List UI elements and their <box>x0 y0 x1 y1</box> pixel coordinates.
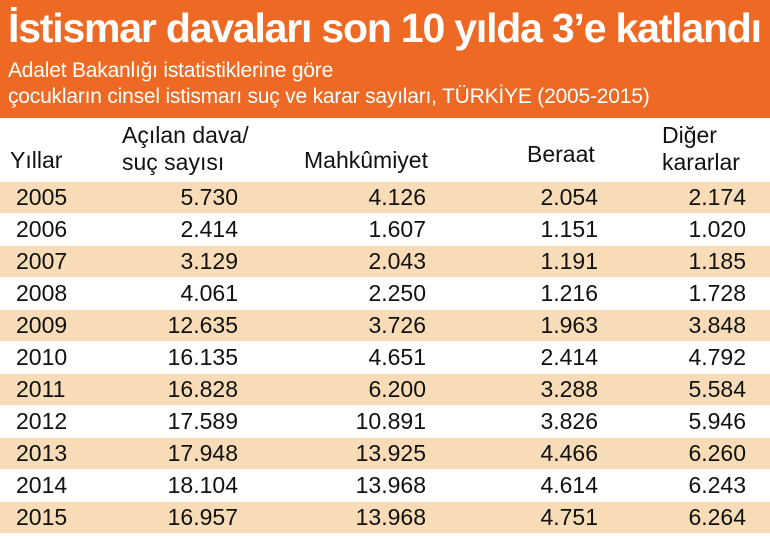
cell-acilan: 17.948 <box>167 440 238 466</box>
column-header-row: Yıllar Açılan dava/ suç sayısı Mahkûmiye… <box>0 118 770 182</box>
chart-subtitle-line-1: Adalet Bakanlığı istatistiklerine göre <box>8 59 334 82</box>
column-header-diger-line-1: Diğer <box>662 122 717 148</box>
column-header-diger-line-2: kararlar <box>662 149 740 175</box>
table-row: 2009 12.635 3.726 1.963 3.848 <box>0 310 770 341</box>
cell-mahkumiyet: 13.968 <box>355 472 426 498</box>
cell-year: 2008 <box>16 280 68 306</box>
table-row: 2005 5.730 4.126 2.054 2.174 <box>0 182 770 213</box>
cell-diger: 2.174 <box>688 184 746 210</box>
cell-mahkumiyet: 4.126 <box>368 184 426 210</box>
column-header-diger: Diğer kararlar <box>662 122 740 176</box>
cell-acilan: 4.061 <box>180 280 238 306</box>
cell-beraat: 1.151 <box>540 216 598 242</box>
cell-beraat: 1.963 <box>540 312 598 338</box>
cell-year: 2007 <box>16 248 68 274</box>
cell-year: 2011 <box>16 376 66 402</box>
column-header-year: Yıllar <box>10 147 62 174</box>
cell-mahkumiyet: 2.250 <box>368 280 426 306</box>
cell-beraat: 4.466 <box>540 440 598 466</box>
cell-year: 2015 <box>16 504 68 530</box>
cell-beraat: 3.826 <box>540 408 598 434</box>
cell-year: 2013 <box>16 440 68 466</box>
cell-year: 2010 <box>16 344 68 370</box>
cell-mahkumiyet: 3.726 <box>368 312 426 338</box>
cell-acilan: 3.129 <box>180 248 238 274</box>
cell-acilan: 18.104 <box>167 472 238 498</box>
column-header-mahkumiyet-line-1: Mahkûmiyet <box>304 147 428 173</box>
cell-mahkumiyet: 13.968 <box>355 504 426 530</box>
cell-acilan: 16.957 <box>167 504 238 530</box>
title-banner: İstismar davaları son 10 yılda 3’e katla… <box>0 0 770 118</box>
cell-diger: 4.792 <box>688 344 746 370</box>
cell-beraat: 4.614 <box>540 472 598 498</box>
table-row: 2014 18.104 13.968 4.614 6.243 <box>0 470 770 501</box>
cell-year: 2014 <box>16 472 68 498</box>
cell-mahkumiyet: 2.043 <box>368 248 426 274</box>
cell-acilan: 16.135 <box>167 344 238 370</box>
cell-diger: 6.264 <box>688 504 746 530</box>
cell-mahkumiyet: 4.651 <box>368 344 426 370</box>
cell-mahkumiyet: 6.200 <box>368 376 426 402</box>
cell-mahkumiyet: 13.925 <box>355 440 426 466</box>
column-header-beraat-line-1: Beraat <box>527 141 595 167</box>
cell-diger: 5.584 <box>688 376 746 402</box>
cell-beraat: 1.191 <box>540 248 598 274</box>
cell-diger: 1.185 <box>688 248 746 274</box>
cell-acilan: 5.730 <box>180 184 238 210</box>
table-row: 2006 2.414 1.607 1.151 1.020 <box>0 214 770 245</box>
cell-year: 2012 <box>16 408 68 434</box>
cell-diger: 6.243 <box>688 472 746 498</box>
cell-beraat: 1.216 <box>540 280 598 306</box>
cell-beraat: 2.414 <box>540 344 598 370</box>
column-header-mahkumiyet: Mahkûmiyet <box>304 147 428 174</box>
cell-mahkumiyet: 1.607 <box>368 216 426 242</box>
table-row: 2008 4.061 2.250 1.216 1.728 <box>0 278 770 309</box>
column-header-acilan-line-1: Açılan dava/ <box>122 122 249 148</box>
column-header-acilan: Açılan dava/ suç sayısı <box>122 122 249 176</box>
cell-mahkumiyet: 10.891 <box>355 408 426 434</box>
cell-diger: 1.020 <box>688 216 746 242</box>
chart-subtitle-line-2: çocukların cinsel istismarı suç ve karar… <box>8 85 650 108</box>
cell-diger: 5.946 <box>688 408 746 434</box>
column-header-beraat: Beraat <box>527 141 595 168</box>
cell-beraat: 2.054 <box>540 184 598 210</box>
column-header-year-line-1: Yıllar <box>10 147 63 173</box>
table-row: 2013 17.948 13.925 4.466 6.260 <box>0 438 770 469</box>
table-row: 2015 16.957 13.968 4.751 6.264 <box>0 502 770 533</box>
column-header-acilan-line-2: suç sayısı <box>122 149 225 175</box>
cell-beraat: 3.288 <box>540 376 598 402</box>
cell-year: 2006 <box>16 216 68 242</box>
table-row: 2011 16.828 6.200 3.288 5.584 <box>0 374 770 405</box>
cell-beraat: 4.751 <box>540 504 598 530</box>
table-row: 2010 16.135 4.651 2.414 4.792 <box>0 342 770 373</box>
cell-acilan: 16.828 <box>167 376 238 402</box>
chart-title: İstismar davaları son 10 yılda 3’e katla… <box>8 5 762 51</box>
cell-acilan: 2.414 <box>180 216 238 242</box>
cell-year: 2005 <box>16 184 68 210</box>
cell-acilan: 12.635 <box>167 312 238 338</box>
cell-acilan: 17.589 <box>167 408 238 434</box>
table-row: 2012 17.589 10.891 3.826 5.946 <box>0 406 770 437</box>
cell-diger: 3.848 <box>688 312 746 338</box>
cell-diger: 1.728 <box>688 280 746 306</box>
cell-year: 2009 <box>16 312 68 338</box>
table-row: 2007 3.129 2.043 1.191 1.185 <box>0 246 770 277</box>
cell-diger: 6.260 <box>688 440 746 466</box>
